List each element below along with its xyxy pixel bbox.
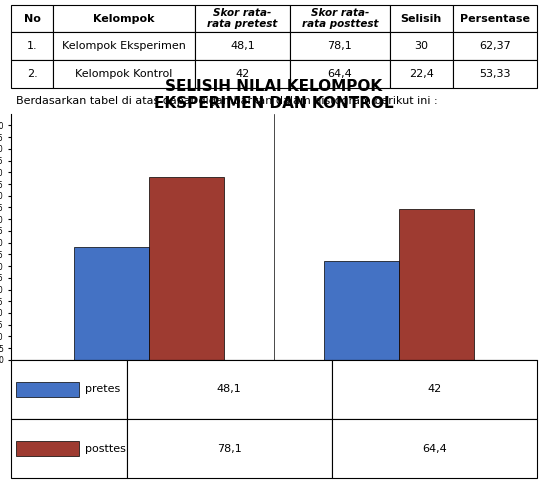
Bar [16, 441, 79, 455]
Bar [399, 209, 475, 360]
Text: posttes: posttes [84, 443, 125, 454]
Bar [332, 419, 537, 478]
Bar [127, 419, 332, 478]
Bar [324, 261, 399, 360]
Title: SELISIH NILAI KELOMPOK
EKSPERIMEN DAN KONTROL: SELISIH NILAI KELOMPOK EKSPERIMEN DAN KO… [154, 79, 394, 111]
Bar [11, 360, 127, 419]
Bar [332, 360, 537, 419]
Text: Berdasarkan tabel di atas dapat digambarkan dalam histogram berikut ini :: Berdasarkan tabel di atas dapat digambar… [16, 96, 438, 106]
Text: pretes: pretes [84, 384, 120, 395]
Text: 48,1: 48,1 [217, 384, 242, 395]
Text: 64,4: 64,4 [422, 443, 447, 454]
Text: 42: 42 [427, 384, 442, 395]
Bar [16, 383, 79, 397]
Bar [73, 247, 149, 360]
Bar [127, 360, 332, 419]
Bar [11, 419, 127, 478]
Text: 78,1: 78,1 [217, 443, 242, 454]
Bar [149, 177, 224, 360]
